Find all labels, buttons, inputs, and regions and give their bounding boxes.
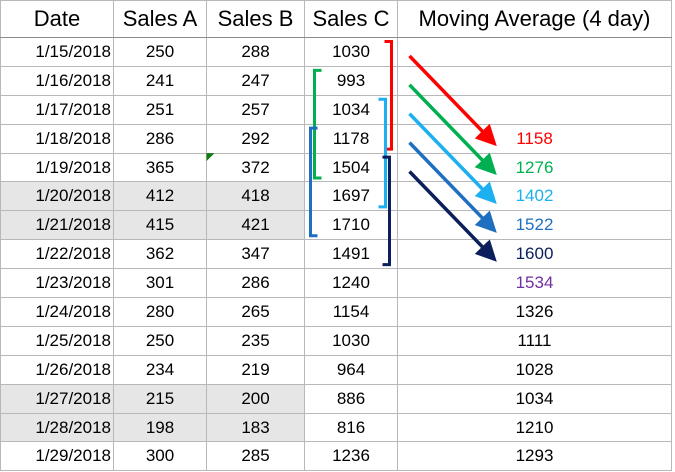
table-row: 1/16/2018 241 247 993 <box>0 65 672 96</box>
sales-b-cell[interactable]: 247 <box>206 65 305 96</box>
header-date[interactable]: Date <box>0 0 114 38</box>
moving-average-cell[interactable]: 1034 <box>397 383 672 414</box>
moving-average-cell[interactable]: 1111 <box>397 325 672 356</box>
date-cell[interactable]: 1/28/2018 <box>0 412 114 443</box>
table-row: 1/18/2018 286 292 1178 1158 <box>0 123 672 154</box>
date-cell[interactable]: 1/25/2018 <box>0 325 114 356</box>
moving-average-cell[interactable]: 1326 <box>397 297 672 327</box>
date-cell[interactable]: 1/15/2018 <box>0 37 114 67</box>
moving-average-cell[interactable]: 1276 <box>397 152 672 183</box>
sales-c-cell[interactable]: 1030 <box>304 37 398 67</box>
table-row: 1/24/2018 280 265 1154 1326 <box>0 297 672 327</box>
sales-c-cell[interactable]: 1236 <box>304 441 398 472</box>
moving-average-cell[interactable]: 1534 <box>397 268 672 299</box>
sales-b-cell[interactable]: 421 <box>206 210 305 241</box>
date-cell[interactable]: 1/20/2018 <box>0 181 114 212</box>
sales-b-cell[interactable]: 288 <box>206 37 305 67</box>
sales-b-cell[interactable]: 285 <box>206 441 305 472</box>
date-cell[interactable]: 1/16/2018 <box>0 65 114 96</box>
date-cell[interactable]: 1/17/2018 <box>0 94 114 125</box>
sales-a-cell[interactable]: 251 <box>113 94 207 125</box>
sales-c-cell[interactable]: 1491 <box>304 239 398 270</box>
table-row: 1/15/2018 250 288 1030 <box>0 37 672 67</box>
date-cell[interactable]: 1/19/2018 <box>0 152 114 183</box>
date-cell[interactable]: 1/21/2018 <box>0 210 114 241</box>
sales-b-cell[interactable]: 200 <box>206 383 305 414</box>
moving-average-cell[interactable]: 1028 <box>397 354 672 385</box>
sales-b-cell[interactable]: 257 <box>206 94 305 125</box>
date-cell[interactable]: 1/22/2018 <box>0 239 114 270</box>
sales-a-cell[interactable]: 286 <box>113 123 207 154</box>
sales-c-cell[interactable]: 1697 <box>304 181 398 212</box>
moving-average-cell[interactable]: 1600 <box>397 239 672 270</box>
header-sales-b[interactable]: Sales B <box>206 0 305 38</box>
table-row: 1/21/2018 415 421 1710 1522 <box>0 210 672 241</box>
sales-a-cell[interactable]: 234 <box>113 354 207 385</box>
sales-c-cell[interactable]: 1504 <box>304 152 398 183</box>
sales-a-cell[interactable]: 241 <box>113 65 207 96</box>
moving-average-cell[interactable] <box>397 37 672 67</box>
header-sales-a[interactable]: Sales A <box>113 0 207 38</box>
date-cell[interactable]: 1/23/2018 <box>0 268 114 299</box>
table-row: 1/17/2018 251 257 1034 <box>0 94 672 125</box>
table-row: 1/23/2018 301 286 1240 1534 <box>0 268 672 299</box>
sales-b-cell[interactable]: 418 <box>206 181 305 212</box>
sales-b-cell[interactable]: 219 <box>206 354 305 385</box>
sales-c-cell[interactable]: 993 <box>304 65 398 96</box>
sales-c-cell[interactable]: 816 <box>304 412 398 443</box>
sales-a-cell[interactable]: 412 <box>113 181 207 212</box>
sales-c-cell[interactable]: 1240 <box>304 268 398 299</box>
moving-average-cell[interactable] <box>397 94 672 125</box>
sales-a-cell[interactable]: 250 <box>113 325 207 356</box>
moving-average-cell[interactable]: 1158 <box>397 123 672 154</box>
sales-a-cell[interactable]: 365 <box>113 152 207 183</box>
sales-c-cell[interactable]: 1710 <box>304 210 398 241</box>
sales-c-cell[interactable]: 964 <box>304 354 398 385</box>
date-cell[interactable]: 1/29/2018 <box>0 441 114 472</box>
table-row: 1/27/2018 215 200 886 1034 <box>0 383 672 414</box>
date-cell[interactable]: 1/18/2018 <box>0 123 114 154</box>
sales-c-cell[interactable]: 1178 <box>304 123 398 154</box>
sales-a-cell[interactable]: 301 <box>113 268 207 299</box>
sales-a-cell[interactable]: 362 <box>113 239 207 270</box>
table-row: 1/28/2018 198 183 816 1210 <box>0 412 672 443</box>
header-moving-average[interactable]: Moving Average (4 day) <box>397 0 672 38</box>
date-cell[interactable]: 1/27/2018 <box>0 383 114 414</box>
date-cell[interactable]: 1/24/2018 <box>0 297 114 327</box>
sales-b-cell[interactable]: 347 <box>206 239 305 270</box>
table-row: 1/26/2018 234 219 964 1028 <box>0 354 672 385</box>
sales-c-cell[interactable]: 1030 <box>304 325 398 356</box>
sales-b-cell[interactable]: 286 <box>206 268 305 299</box>
header-sales-c[interactable]: Sales C <box>304 0 398 38</box>
sales-a-cell[interactable]: 198 <box>113 412 207 443</box>
moving-average-cell[interactable]: 1402 <box>397 181 672 212</box>
sales-c-cell[interactable]: 886 <box>304 383 398 414</box>
sales-b-cell[interactable]: 235 <box>206 325 305 356</box>
moving-average-cell[interactable]: 1522 <box>397 210 672 241</box>
sales-b-cell[interactable]: 265 <box>206 297 305 327</box>
sales-b-cell[interactable]: 183 <box>206 412 305 443</box>
sales-b-cell[interactable]: 372 <box>206 152 305 183</box>
header-row: Date Sales A Sales B Sales C Moving Aver… <box>0 0 672 38</box>
table-row: 1/20/2018 412 418 1697 1402 <box>0 181 672 212</box>
table-row: 1/29/2018 300 285 1236 1293 <box>0 441 672 472</box>
sales-a-cell[interactable]: 415 <box>113 210 207 241</box>
sales-a-cell[interactable]: 215 <box>113 383 207 414</box>
sales-a-cell[interactable]: 250 <box>113 37 207 67</box>
sales-a-cell[interactable]: 300 <box>113 441 207 472</box>
date-cell[interactable]: 1/26/2018 <box>0 354 114 385</box>
table-row: 1/19/2018 365 372 1504 1276 <box>0 152 672 183</box>
table-row: 1/22/2018 362 347 1491 1600 <box>0 239 672 270</box>
moving-average-cell[interactable]: 1293 <box>397 441 672 472</box>
sales-b-cell[interactable]: 292 <box>206 123 305 154</box>
sales-c-cell[interactable]: 1034 <box>304 94 398 125</box>
table-row: 1/25/2018 250 235 1030 1111 <box>0 325 672 356</box>
sales-a-cell[interactable]: 280 <box>113 297 207 327</box>
sales-c-cell[interactable]: 1154 <box>304 297 398 327</box>
moving-average-cell[interactable]: 1210 <box>397 412 672 443</box>
moving-average-cell[interactable] <box>397 65 672 96</box>
